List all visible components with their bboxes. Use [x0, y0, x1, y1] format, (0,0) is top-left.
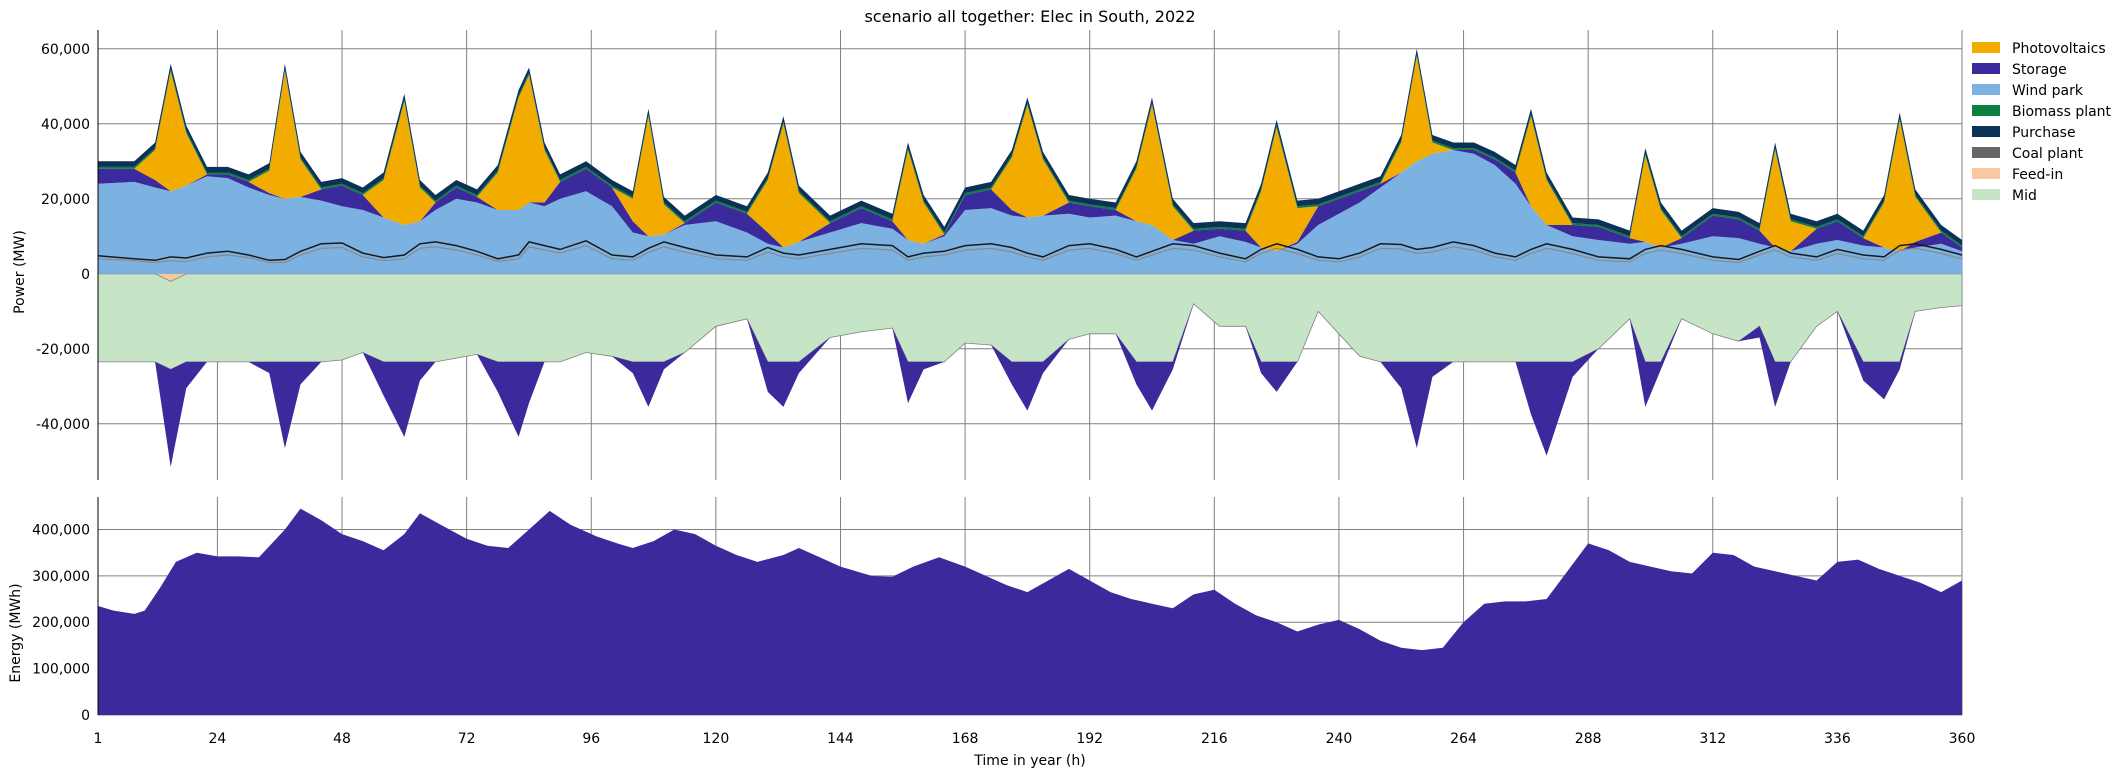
area-mid [97, 273, 1963, 370]
x-tick-label: 240 [1326, 731, 1353, 747]
bottom-y-axis-label: Energy (MWh) [8, 583, 24, 682]
y-tick-label: 20,000 [41, 192, 90, 208]
x-tick-label: 120 [703, 731, 730, 747]
legend-label: Mid [2012, 188, 2037, 204]
legend-label: Feed-in [2012, 167, 2063, 183]
legend-label: Storage [2012, 62, 2067, 78]
x-tick-label: 24 [209, 731, 227, 747]
x-tick-label: 168 [952, 731, 979, 747]
y-tick-label: 0 [81, 267, 90, 283]
x-tick-label: 96 [582, 731, 600, 747]
x-tick-label: 312 [1699, 731, 1726, 747]
x-tick-label: 72 [458, 731, 476, 747]
y-tick-label: 40,000 [41, 117, 90, 133]
y-tick-label: 0 [81, 708, 90, 724]
area-biomass-plant [98, 54, 1962, 248]
legend-label: Photovoltaics [2012, 41, 2106, 57]
legend-swatch [1972, 105, 2000, 116]
legend-swatch [1972, 147, 2000, 158]
legend-swatch [1972, 63, 2000, 74]
x-axis-label: Time in year (h) [973, 753, 1085, 769]
legend-swatch [1972, 126, 2000, 137]
area-wind-park [98, 150, 1962, 274]
x-tick-label: 360 [1949, 731, 1976, 747]
legend-label: Wind park [2012, 83, 2084, 99]
x-tick-label: 192 [1076, 731, 1103, 747]
y-tick-label: 200,000 [32, 615, 90, 631]
chart-title: scenario all together: Elec in South, 20… [864, 7, 1195, 26]
legend-swatch [1972, 42, 2000, 53]
x-tick-label: 48 [333, 731, 351, 747]
legend-label: Purchase [2012, 125, 2076, 141]
y-tick-label: 400,000 [32, 522, 90, 538]
y-tick-label: -20,000 [36, 342, 90, 358]
x-tick-label: 336 [1824, 731, 1851, 747]
legend: Photovoltaics Storage Wind park Biomass pla… [1972, 41, 2112, 204]
y-tick-label: -40,000 [36, 417, 90, 433]
y-tick-label: 300,000 [32, 569, 90, 585]
x-tick-label: 216 [1201, 731, 1228, 747]
x-tick-label: 288 [1575, 731, 1602, 747]
legend-label: Coal plant [2012, 146, 2083, 162]
top-y-axis-label: Power (MW) [12, 230, 28, 314]
x-tick-label: 144 [827, 731, 854, 747]
demand-line [97, 239, 1963, 262]
legend-swatch [1972, 189, 2000, 200]
legend-swatch [1972, 84, 2000, 95]
demand-line [97, 244, 1963, 264]
legend-label: Biomass plant [2012, 104, 2112, 120]
legend-swatch [1972, 168, 2000, 179]
area-photovoltaics [98, 56, 1962, 252]
x-tick-label: 1 [94, 731, 103, 747]
x-tick-label: 264 [1450, 731, 1477, 747]
power-panel: 60,000 40,000 20,000 0 -20,000 -40,000 [36, 30, 1963, 480]
y-tick-label: 60,000 [41, 42, 90, 58]
area-purchase [98, 48, 1962, 246]
energy-panel: 400,000 300,000 200,000 100,000 01 24 48 72 96 12… [32, 497, 1975, 747]
area-storage [98, 303, 1962, 467]
area-storage [98, 150, 1962, 252]
y-tick-label: 100,000 [32, 662, 90, 678]
area-energy [98, 508, 1962, 715]
